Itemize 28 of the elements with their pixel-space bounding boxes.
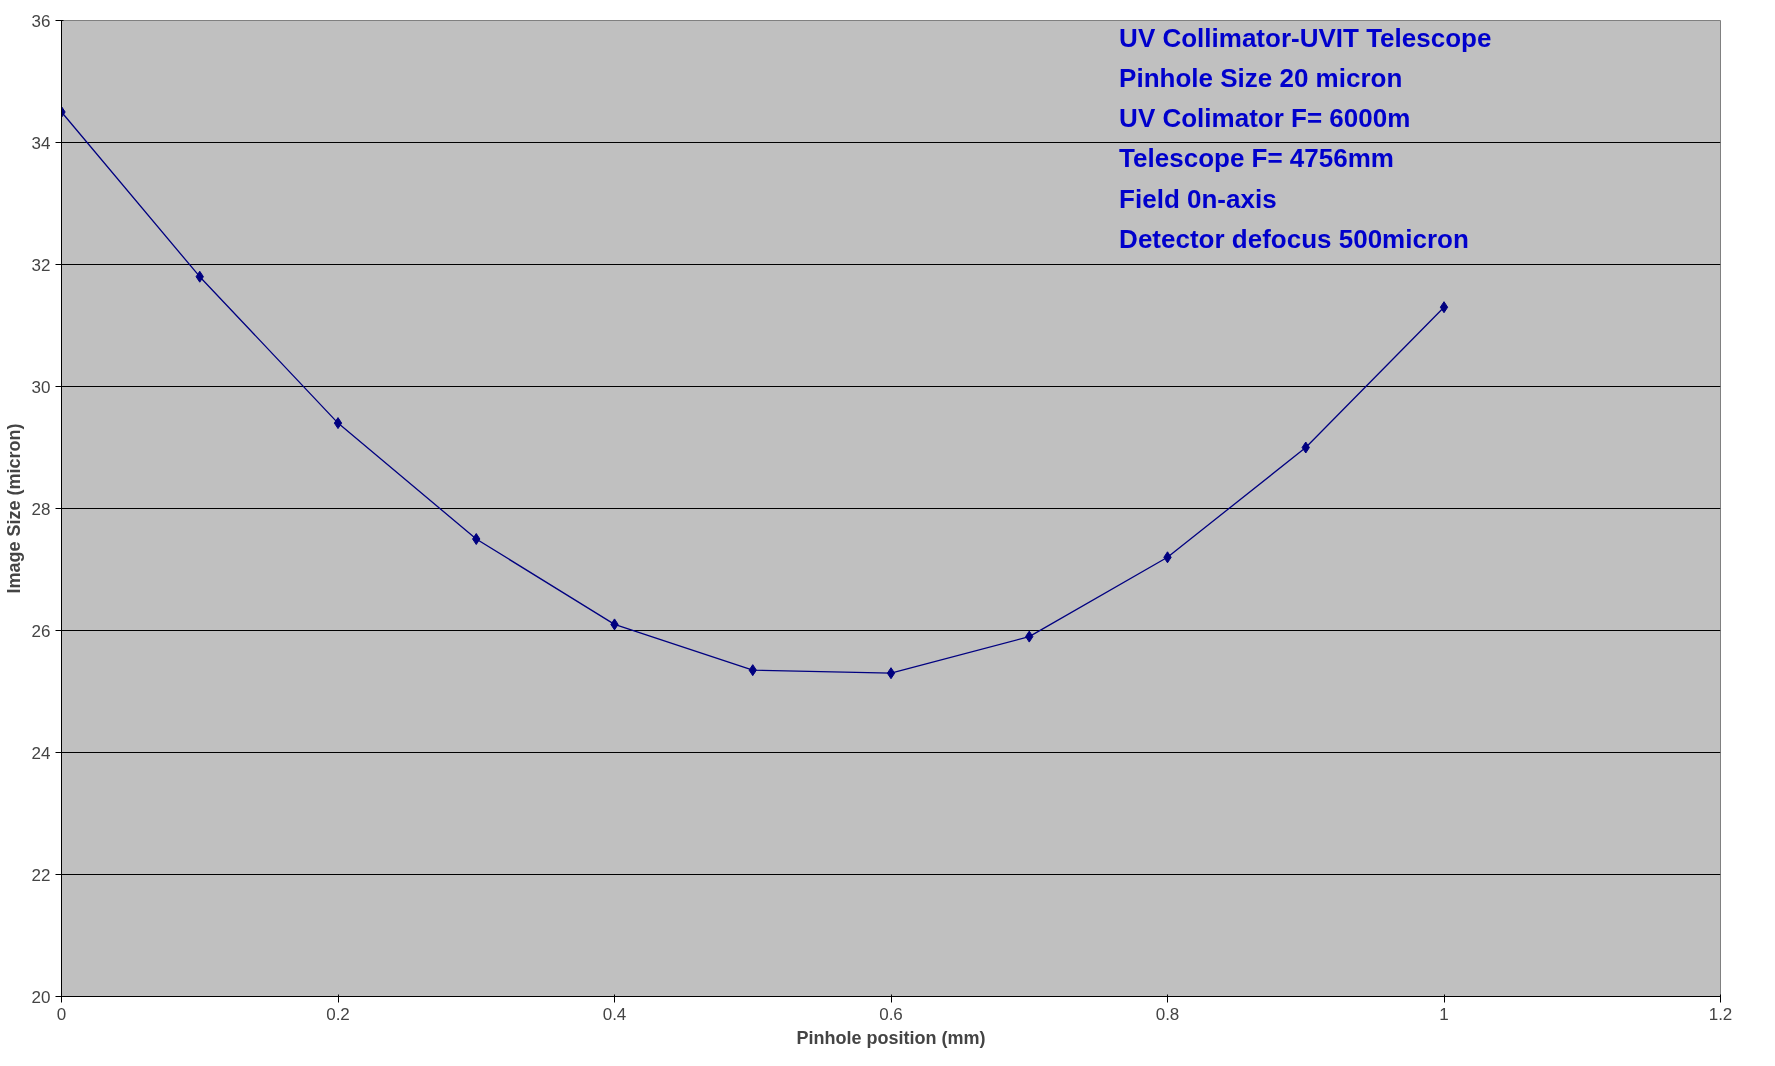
y-tick-label: 28 [31, 499, 51, 519]
annotation: Detector defocus 500micron [1119, 223, 1469, 254]
point [472, 533, 481, 545]
y-tick-label: 20 [31, 987, 51, 1007]
y-tick-label: 22 [31, 865, 51, 885]
annotation: Field 0n-axis [1119, 183, 1277, 214]
x-tick-label: 0.8 [1155, 1004, 1180, 1024]
x-tick-label: 1 [1439, 1004, 1449, 1024]
point [1439, 301, 1449, 314]
x-tick-label: 0.2 [326, 1004, 350, 1024]
point [886, 667, 896, 680]
y-tick-label: 34 [31, 133, 51, 153]
y-tick-label: 36 [31, 11, 51, 31]
annotation: UV Collimator-UVIT Telescope [1119, 22, 1492, 53]
y-tick-label: 30 [31, 377, 51, 397]
x-tick-label: 0 [56, 1004, 67, 1024]
annotation: Telescope F= 4756mm [1119, 143, 1394, 174]
x-axis-title: Pinhole position (mm) [796, 1027, 986, 1048]
point [333, 417, 343, 430]
annotation: UV Colimator F= 6000m [1119, 103, 1411, 134]
x-tick-label: 0.4 [602, 1004, 627, 1024]
y-axis-title: Image Size (micron) [3, 423, 24, 594]
y-tick-label: 24 [31, 743, 51, 763]
y-tick-label: 32 [31, 255, 51, 275]
y-tick-label: 26 [31, 621, 51, 641]
x-tick-label: 0.6 [879, 1004, 903, 1024]
x-tick-label: 1.2 [1708, 1004, 1733, 1024]
annotation: Pinhole Size 20 micron [1119, 62, 1403, 93]
